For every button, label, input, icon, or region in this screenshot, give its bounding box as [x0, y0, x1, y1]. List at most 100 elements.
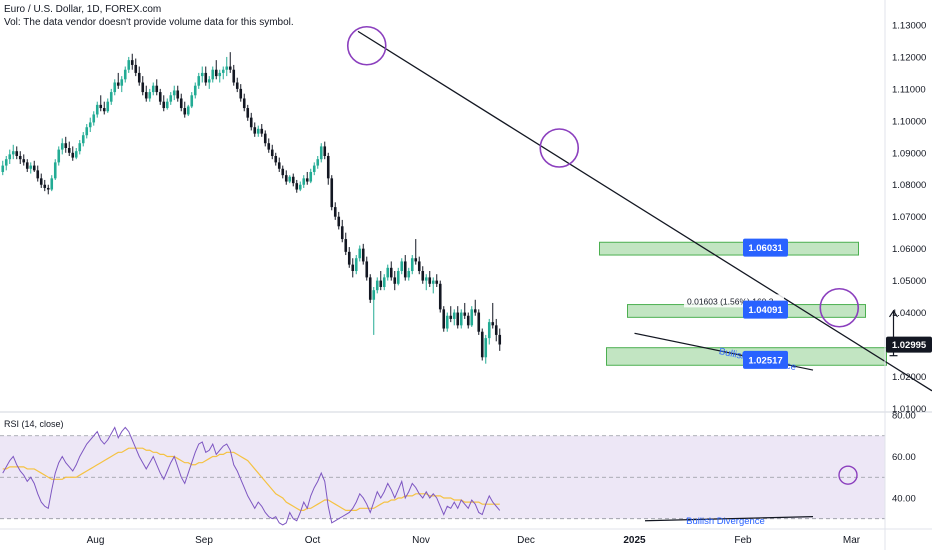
candle: [484, 334, 488, 364]
candle: [92, 111, 96, 126]
current-price-label: 1.02995: [892, 340, 927, 351]
candle: [298, 181, 302, 192]
candle-body: [442, 309, 446, 329]
candle-body: [340, 226, 344, 240]
candle-body: [274, 155, 278, 163]
candle: [470, 306, 474, 327]
candle: [204, 66, 208, 86]
candle: [487, 318, 491, 345]
candle: [162, 95, 166, 112]
candle-body: [50, 178, 54, 190]
candle-body: [158, 92, 162, 102]
candle: [120, 76, 124, 93]
candle: [312, 162, 316, 176]
candle-body: [123, 69, 127, 80]
time-tick-label: Mar: [843, 535, 861, 546]
candle-body: [102, 108, 106, 112]
price-tick-label: 1.09000: [892, 148, 926, 159]
candle-body: [137, 72, 141, 83]
candle-body: [200, 72, 204, 77]
candle-body: [312, 165, 316, 172]
candle: [22, 154, 26, 166]
candle-body: [43, 184, 47, 188]
candle-body: [333, 207, 337, 217]
price-tick-label: 1.07000: [892, 212, 926, 223]
rsi-tick-label: 80.00: [892, 411, 916, 422]
touch-circle: [819, 287, 860, 328]
candle: [1, 160, 5, 176]
candle: [67, 141, 71, 156]
candle-body: [67, 148, 71, 153]
candle: [15, 146, 19, 160]
candle: [498, 328, 502, 351]
rsi-ma-line: [2, 447, 500, 512]
candle: [330, 175, 334, 211]
candle-body: [46, 187, 50, 190]
candle: [382, 274, 386, 291]
candle: [277, 157, 281, 172]
candle-body: [225, 66, 229, 70]
candle: [435, 274, 439, 287]
candle-body: [288, 176, 292, 182]
candle: [267, 138, 271, 153]
candle: [396, 267, 400, 286]
candle-body: [494, 325, 498, 335]
downtrend-line: [357, 30, 932, 392]
rsi-tick-label: 60.00: [892, 452, 916, 463]
chart-header: Euro / U.S. Dollar, 1D, FOREX.com Vol: T…: [4, 3, 294, 29]
candle-body: [18, 155, 22, 160]
candle: [270, 144, 274, 160]
candle-body: [431, 280, 435, 284]
candle-body: [179, 98, 183, 109]
candle-body: [32, 165, 36, 171]
price-level-label-bg: [743, 300, 788, 319]
candle-body: [74, 151, 78, 158]
candle-body: [172, 90, 176, 96]
candle: [221, 66, 225, 80]
candle: [130, 53, 134, 70]
candle-body: [228, 66, 232, 70]
candle-body: [403, 261, 407, 278]
candle-body: [183, 108, 187, 115]
candle-body: [109, 92, 113, 102]
candle: [57, 146, 61, 166]
candle: [393, 271, 397, 291]
candle-body: [197, 76, 201, 86]
candle-body: [186, 106, 190, 115]
candle-body: [291, 176, 295, 184]
candle-body: [148, 92, 152, 99]
candle: [85, 124, 89, 139]
time-tick-label: Nov: [412, 535, 430, 546]
candle: [60, 138, 64, 155]
candle-body: [316, 159, 320, 166]
price-tick-label: 1.05000: [892, 276, 926, 287]
candle: [407, 267, 411, 281]
candle: [428, 271, 432, 287]
candle: [232, 64, 236, 86]
candle-body: [99, 104, 103, 109]
candle: [18, 151, 22, 164]
candle-body: [242, 98, 246, 109]
candle-body: [253, 127, 257, 134]
candle-body: [344, 239, 348, 252]
candle-body: [365, 261, 369, 278]
measure-arrow-head: [889, 309, 898, 318]
candle: [106, 98, 110, 113]
candle-body: [165, 101, 169, 109]
candle: [368, 274, 372, 303]
price-level-label-text: 1.06031: [748, 243, 783, 254]
candle: [235, 77, 239, 93]
time-tick-label: Oct: [305, 535, 321, 546]
candle: [256, 125, 260, 137]
candle: [438, 280, 442, 313]
candle-body: [39, 178, 43, 185]
candle: [253, 122, 257, 137]
time-tick-label: Feb: [734, 535, 752, 546]
candle: [4, 155, 8, 171]
candle: [347, 247, 351, 268]
candle-body: [470, 309, 474, 326]
candle-body: [435, 280, 439, 284]
candle-body: [326, 155, 330, 179]
price-zone: [599, 241, 859, 256]
